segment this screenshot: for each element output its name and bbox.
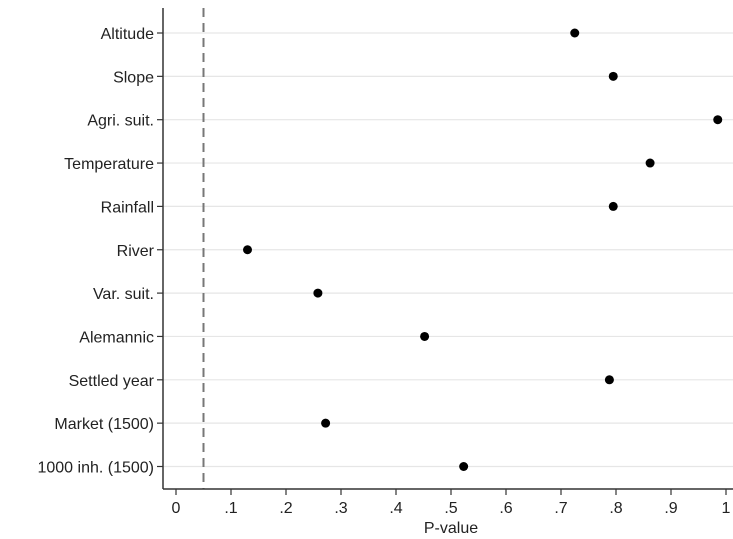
category-label: Alemannic [79, 329, 154, 346]
data-point [713, 115, 723, 125]
category-label: Var. suit. [93, 286, 154, 303]
data-point [604, 375, 614, 385]
x-tick-label: .6 [499, 500, 512, 517]
x-tick-label: .8 [609, 500, 622, 517]
category-labels: Altitude Slope Agri. suit. Temperature Rainf… [37, 26, 154, 477]
x-tick-labels: 0 .1 .2 .3 .4 .5 .6 .7 .8 .9 1 [172, 500, 731, 517]
x-tick-label: .4 [389, 500, 402, 517]
x-tick-label: .5 [444, 500, 457, 517]
data-point [608, 201, 618, 211]
x-axis-title: P-value [424, 520, 478, 537]
data-point [243, 245, 252, 255]
category-label: Agri. suit. [87, 113, 154, 130]
category-label: Slope [113, 69, 154, 86]
data-point [459, 462, 469, 471]
data-point [321, 418, 331, 428]
x-tick-label: 0 [172, 500, 181, 517]
data-point [608, 71, 618, 81]
gridlines [163, 32, 733, 468]
data-point [570, 28, 580, 38]
data-point [645, 158, 655, 168]
x-tick-label: .1 [224, 500, 237, 517]
x-tick-label: .2 [279, 500, 292, 517]
x-tick-label: .9 [664, 500, 677, 517]
category-label: Rainfall [101, 199, 154, 216]
data-point [313, 288, 323, 298]
x-tick-label: 1 [722, 500, 731, 517]
category-label: Settled year [69, 373, 155, 390]
category-label: River [117, 243, 155, 260]
category-label: 1000 inh. (1500) [37, 460, 154, 477]
category-label: Temperature [64, 156, 154, 173]
category-label: Altitude [101, 26, 154, 43]
x-tick-label: .3 [334, 500, 347, 517]
axes [157, 8, 733, 495]
x-tick-label: .7 [554, 500, 567, 517]
data-point [420, 331, 430, 341]
data-points [243, 28, 723, 471]
category-label: Market (1500) [54, 416, 154, 433]
